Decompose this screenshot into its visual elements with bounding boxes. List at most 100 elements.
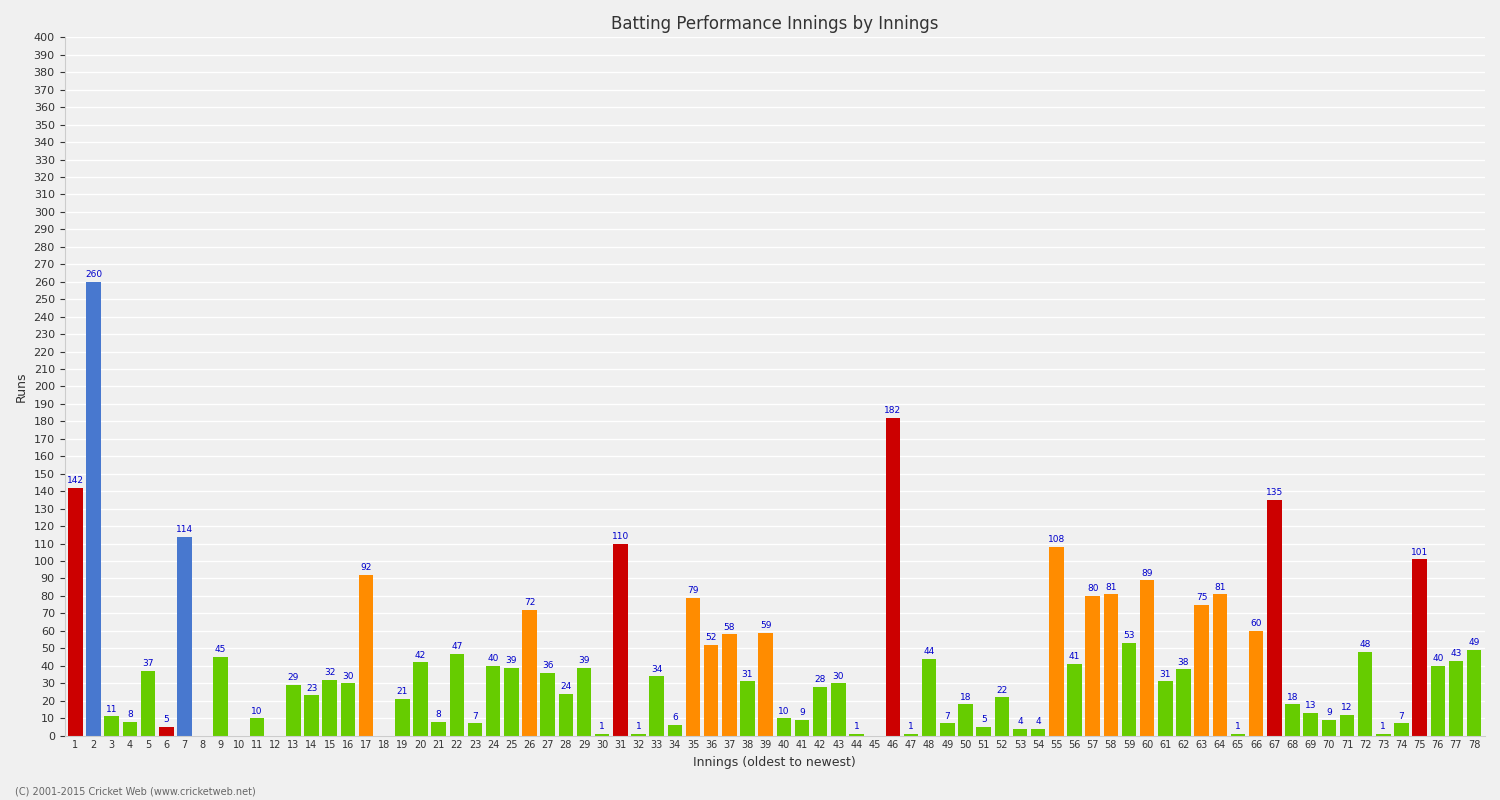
Text: 40: 40 [488, 654, 500, 663]
Bar [141, 671, 156, 735]
Bar [1394, 723, 1408, 735]
Bar [286, 685, 300, 735]
Bar [123, 722, 136, 735]
Bar [578, 667, 591, 735]
Bar [159, 727, 174, 735]
Y-axis label: Runs: Runs [15, 371, 28, 402]
Text: 41: 41 [1070, 652, 1080, 662]
Text: 5: 5 [164, 715, 170, 724]
Bar [1431, 666, 1444, 735]
Bar [596, 734, 609, 735]
Text: 75: 75 [1196, 593, 1208, 602]
Text: 22: 22 [996, 686, 1008, 694]
Bar [1013, 729, 1028, 735]
Bar [304, 695, 320, 735]
Bar [1340, 714, 1354, 735]
Bar [251, 718, 264, 735]
Title: Batting Performance Innings by Innings: Batting Performance Innings by Innings [610, 15, 939, 33]
Text: 60: 60 [1251, 619, 1262, 628]
Bar [1030, 729, 1045, 735]
Bar [704, 645, 718, 735]
Bar [432, 722, 445, 735]
Bar [1086, 596, 1100, 735]
Text: 1: 1 [600, 722, 604, 731]
Bar [1194, 605, 1209, 735]
Bar [1140, 580, 1155, 735]
Text: 10: 10 [778, 706, 789, 715]
Text: 44: 44 [924, 647, 934, 656]
Text: 142: 142 [68, 476, 84, 485]
Text: 80: 80 [1088, 584, 1098, 594]
Bar [994, 697, 1010, 735]
Text: 135: 135 [1266, 488, 1282, 498]
Bar [558, 694, 573, 735]
Bar [741, 682, 754, 735]
Bar [650, 676, 664, 735]
Bar [759, 633, 772, 735]
Bar [394, 699, 410, 735]
Text: 9: 9 [800, 708, 806, 718]
Bar [903, 734, 918, 735]
Text: 92: 92 [360, 563, 372, 572]
Text: 37: 37 [142, 659, 154, 668]
Bar [522, 610, 537, 735]
Bar [1066, 664, 1082, 735]
Text: 101: 101 [1412, 548, 1428, 557]
Bar [958, 704, 974, 735]
Bar [1158, 682, 1173, 735]
Text: 7: 7 [1398, 712, 1404, 721]
Bar [1268, 500, 1281, 735]
Text: 21: 21 [396, 687, 408, 696]
Text: 48: 48 [1359, 640, 1371, 649]
Text: 31: 31 [1160, 670, 1172, 679]
Bar [1304, 713, 1318, 735]
Text: 38: 38 [1178, 658, 1190, 666]
X-axis label: Innings (oldest to newest): Innings (oldest to newest) [693, 756, 856, 769]
Text: 18: 18 [960, 693, 970, 702]
Bar [213, 657, 228, 735]
Bar [885, 418, 900, 735]
Text: 39: 39 [506, 656, 518, 665]
Bar [1122, 643, 1136, 735]
Bar [1212, 594, 1227, 735]
Text: 1: 1 [1380, 722, 1386, 731]
Text: 31: 31 [742, 670, 753, 679]
Text: 81: 81 [1214, 582, 1225, 591]
Bar [450, 654, 464, 735]
Bar [468, 723, 483, 735]
Bar [1048, 547, 1064, 735]
Text: 72: 72 [524, 598, 536, 607]
Bar [1250, 631, 1263, 735]
Bar [540, 673, 555, 735]
Bar [777, 718, 790, 735]
Text: 1: 1 [1234, 722, 1240, 731]
Bar [68, 488, 82, 735]
Text: 7: 7 [472, 712, 478, 721]
Text: 49: 49 [1468, 638, 1480, 647]
Text: 114: 114 [176, 525, 194, 534]
Bar [940, 723, 954, 735]
Bar [1230, 734, 1245, 735]
Bar [849, 734, 864, 735]
Bar [1413, 559, 1426, 735]
Text: 28: 28 [815, 675, 827, 684]
Bar [795, 720, 810, 735]
Text: 4: 4 [1035, 717, 1041, 726]
Text: 52: 52 [705, 633, 717, 642]
Bar [632, 734, 646, 735]
Text: 8: 8 [436, 710, 441, 719]
Bar [1104, 594, 1118, 735]
Text: 10: 10 [252, 706, 262, 715]
Bar [1322, 720, 1336, 735]
Bar [486, 666, 501, 735]
Bar [722, 634, 736, 735]
Text: 1: 1 [853, 722, 859, 731]
Text: 23: 23 [306, 684, 318, 693]
Bar [177, 537, 192, 735]
Bar [87, 282, 100, 735]
Bar [358, 575, 374, 735]
Text: 1: 1 [908, 722, 914, 731]
Bar [1358, 652, 1372, 735]
Text: 182: 182 [885, 406, 902, 415]
Text: 59: 59 [760, 621, 771, 630]
